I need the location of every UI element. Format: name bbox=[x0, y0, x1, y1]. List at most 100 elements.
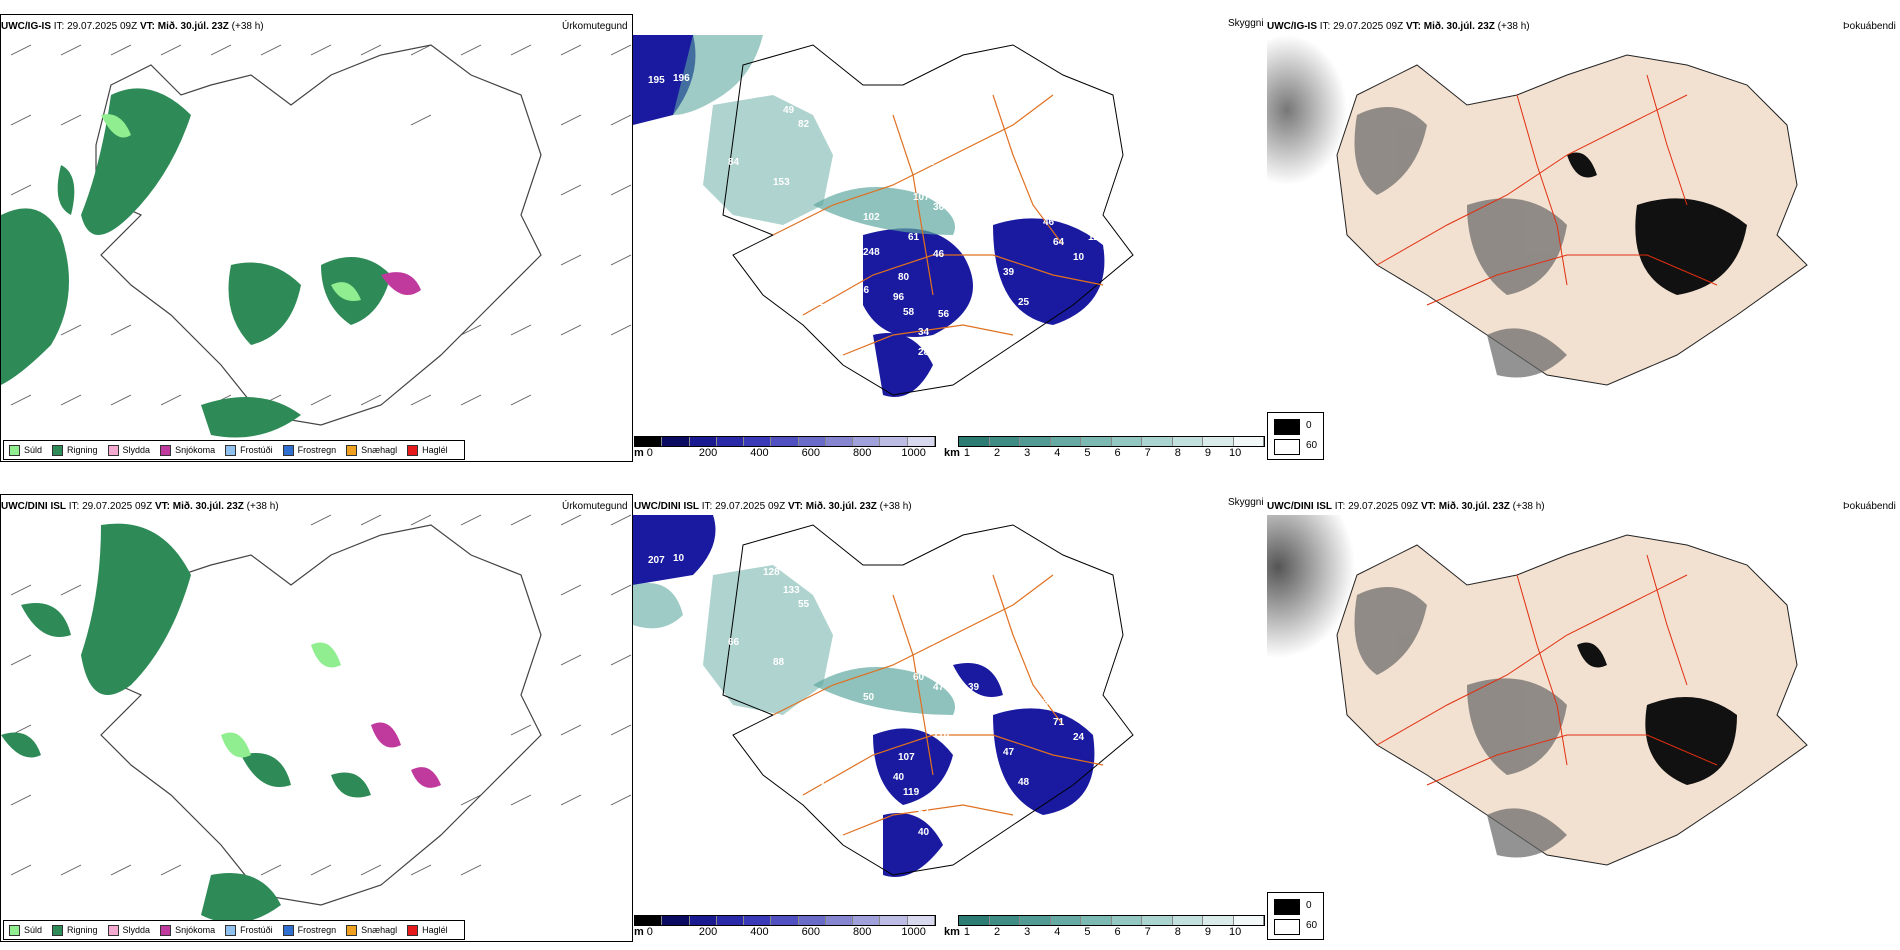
vt-value: Mið. 30.júl. 23Z bbox=[806, 501, 877, 512]
vis-ticks-2: km 1 2 3 4 5 6 7 8 9 10 bbox=[944, 926, 1264, 938]
legend-item-freezing-rain: Frostregn bbox=[283, 445, 337, 456]
ceiling-value-label: 10 bbox=[1073, 252, 1085, 263]
ceiling-value-label: 61 bbox=[908, 232, 920, 243]
swatch bbox=[9, 445, 20, 456]
ceiling-value-label: 31 bbox=[948, 349, 960, 360]
legend-label: Snæhagl bbox=[361, 445, 397, 455]
ceiling-bar-1 bbox=[634, 436, 936, 447]
ceiling-value-label: 49 bbox=[783, 105, 795, 116]
tick-label: 9 bbox=[1205, 447, 1211, 459]
swatch bbox=[407, 445, 418, 456]
ceiling-value-label: 39 bbox=[1003, 267, 1015, 278]
ceiling-value-label: 96 bbox=[893, 292, 905, 303]
ceiling-value-label: 52 bbox=[1008, 205, 1020, 216]
ceiling-value-label: 133 bbox=[783, 585, 800, 596]
tick-label: 6 bbox=[1115, 926, 1121, 938]
ceiling-value-label: 60 bbox=[973, 147, 985, 158]
fog-legend-label: 0 bbox=[1306, 900, 1312, 911]
legend-label: Súld bbox=[24, 445, 42, 455]
ceiling-value-label: 56 bbox=[938, 309, 950, 320]
vt-value: Mið. 30.júl. 23Z bbox=[173, 501, 244, 512]
ceiling-value-label: 34 bbox=[1043, 697, 1055, 708]
fog-swatch-0 bbox=[1274, 419, 1300, 435]
it-value: 29.07.2025 09Z bbox=[82, 501, 152, 512]
ceiling-value-label: 42 bbox=[813, 297, 825, 308]
model-name: UWC/DINI ISL bbox=[1, 501, 66, 512]
ceiling-value-label: 47 bbox=[1003, 747, 1015, 758]
ceiling-ticks-1: m 0 200 400 600 800 1000 bbox=[634, 447, 936, 459]
tick-label: 1000 bbox=[901, 926, 925, 938]
model-name: UWC/IG-IS bbox=[1267, 21, 1317, 32]
swatch bbox=[346, 925, 357, 936]
tick-label: 4 bbox=[1054, 926, 1060, 938]
header-2: UWC/DINI ISL IT: 29.07.2025 09Z VT: Mið.… bbox=[1, 501, 279, 512]
fog-legend-label: 60 bbox=[1306, 440, 1317, 451]
unit-label: km bbox=[944, 926, 960, 938]
tick-label: 800 bbox=[853, 926, 871, 938]
ceiling-value-label: 102 bbox=[863, 212, 880, 223]
fog-swatch-0 bbox=[1274, 899, 1300, 915]
vis-bar-2 bbox=[958, 915, 1265, 926]
vt-label: VT: bbox=[140, 21, 155, 32]
ceiling-value-label: 53 bbox=[763, 87, 775, 98]
cloud-panel-1: 195 196 62 53 49 82 84 153 102 76 102 92 107 36 22 52 46… bbox=[633, 35, 1265, 435]
fog-legend-2: 0 60 bbox=[1267, 892, 1324, 940]
ceiling-value-label: 102 bbox=[833, 147, 850, 158]
it-value: 29.07.2025 09Z bbox=[67, 21, 137, 32]
cloud-panel-2: 207 10 115 128 133 55 66 88 69 59 50 65 60 47 39 36 34 71… bbox=[633, 515, 1265, 915]
fog-panel-1 bbox=[1267, 35, 1900, 430]
ceiling-value-label: 47 bbox=[933, 682, 945, 693]
ceiling-value-label: 84 bbox=[728, 157, 740, 168]
ceiling-value-label: 59 bbox=[873, 657, 885, 668]
legend-item-snow-pellets: Snæhagl bbox=[346, 925, 397, 936]
fog-map-2 bbox=[1267, 515, 1900, 910]
ceiling-value-label: 68 bbox=[908, 712, 920, 723]
ceiling-value-label: 35 bbox=[973, 262, 985, 273]
precip-legend-1: Súld Rigning Slydda Snjókoma Frostúði Fr… bbox=[3, 440, 465, 460]
legend-item-hail: Haglél bbox=[407, 925, 448, 936]
fog-legend-1: 0 60 bbox=[1267, 412, 1324, 460]
tick-label: 3 bbox=[1024, 926, 1030, 938]
ceiling-value-label: 34 bbox=[918, 327, 930, 338]
fog-map-1 bbox=[1267, 35, 1900, 430]
ceiling-value-label: 62 bbox=[743, 75, 755, 86]
tick-label: 8 bbox=[1175, 926, 1181, 938]
ceiling-value-label: 12 bbox=[1088, 232, 1100, 243]
it-value: 29.07.2025 09Z bbox=[715, 501, 785, 512]
precip-title-1: Úrkomutegund bbox=[562, 21, 628, 32]
lead-time: (+38 h) bbox=[247, 501, 279, 512]
tick-label: 7 bbox=[1145, 926, 1151, 938]
swatch bbox=[225, 445, 236, 456]
precip-panel-2: Súld Rigning Slydda Snjókoma Frostúði Fr… bbox=[0, 494, 633, 942]
tick-label: 0 bbox=[647, 926, 653, 938]
it-label: IT: bbox=[702, 501, 713, 512]
ceiling-value-label: 66 bbox=[728, 637, 740, 648]
header-1: UWC/IG-IS IT: 29.07.2025 09Z VT: Mið. 30… bbox=[1, 21, 264, 32]
ceiling-value-label: 55 bbox=[798, 599, 810, 610]
tick-label: 8 bbox=[1175, 447, 1181, 459]
legend-label: Snæhagl bbox=[361, 925, 397, 935]
tick-label: 200 bbox=[699, 926, 717, 938]
vt-value: Mið. 30.júl. 23Z bbox=[1439, 501, 1510, 512]
legend-item-freezing-rain: Frostregn bbox=[283, 925, 337, 936]
ceiling-value-label: 22 bbox=[968, 202, 980, 213]
ceiling-value-label: 60 bbox=[913, 672, 925, 683]
ceiling-value-label: 153 bbox=[773, 177, 790, 188]
tick-label: 5 bbox=[1084, 926, 1090, 938]
tick-label: 9 bbox=[1205, 926, 1211, 938]
ceiling-value-label: 79 bbox=[968, 127, 980, 138]
ceiling-value-label: 25 bbox=[1018, 297, 1030, 308]
ceiling-value-label: 80 bbox=[898, 272, 910, 283]
legend-item-rain: Rigning bbox=[52, 925, 98, 936]
tick-label: 4 bbox=[1054, 447, 1060, 459]
swatch bbox=[407, 925, 418, 936]
vt-label: VT: bbox=[788, 501, 803, 512]
vt-label: VT: bbox=[1421, 501, 1436, 512]
ceiling-value-label: 36 bbox=[933, 202, 945, 213]
fog-legend-label: 0 bbox=[1306, 420, 1312, 431]
fog-swatch-60 bbox=[1274, 919, 1300, 935]
legend-label: Slydda bbox=[123, 925, 151, 935]
legend-label: Frostregn bbox=[298, 925, 337, 935]
model-name: UWC/DINI ISL bbox=[1267, 501, 1332, 512]
tick-label: 3 bbox=[1024, 447, 1030, 459]
